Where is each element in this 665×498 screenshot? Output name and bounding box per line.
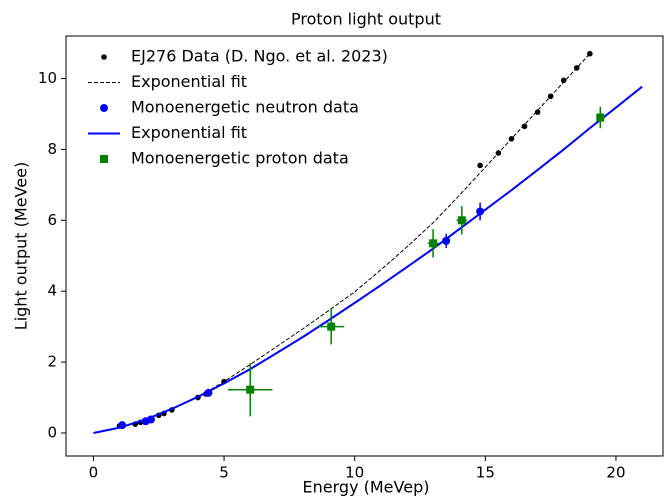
y-tick-label: 2 [47, 353, 57, 371]
legend-label: Monoenergetic proton data [131, 149, 349, 168]
data-point [476, 207, 485, 216]
y-tick-label: 10 [38, 69, 57, 87]
y-tick-label: 4 [47, 282, 57, 300]
legend-label: Exponential fit [131, 72, 247, 91]
y-tick-label: 8 [47, 140, 57, 158]
chart-title: Proton light output [291, 10, 441, 29]
legend-label: Monoenergetic neutron data [131, 98, 359, 117]
y-axis-label: Light output (MeVee) [12, 162, 31, 330]
fit-line [93, 85, 643, 434]
x-tick-label: 10 [345, 464, 364, 482]
data-point [521, 123, 528, 130]
data-point [246, 385, 255, 394]
x-tick-label: 15 [476, 464, 495, 482]
legend-marker [100, 155, 108, 163]
y-tick-label: 0 [47, 423, 57, 441]
data-point [534, 109, 541, 116]
data-point [477, 162, 483, 169]
x-tick-label: 5 [219, 464, 229, 482]
y-tick-label: 6 [47, 211, 57, 229]
legend-label: Exponential fit [131, 123, 247, 142]
plot-frame [65, 35, 664, 457]
data-point [457, 216, 466, 225]
x-tick-label: 20 [606, 464, 625, 482]
data-point [442, 236, 451, 245]
legend-marker [101, 54, 107, 60]
data-point [327, 322, 336, 331]
legend-marker [100, 104, 108, 112]
data-point [429, 239, 438, 248]
data-point [596, 113, 605, 122]
data-point [560, 77, 567, 84]
x-axis-label: Energy (MeVep) [303, 478, 430, 497]
x-tick-label: 0 [89, 464, 99, 482]
legend-label: EJ276 Data (D. Ngo. et al. 2023) [131, 47, 388, 66]
